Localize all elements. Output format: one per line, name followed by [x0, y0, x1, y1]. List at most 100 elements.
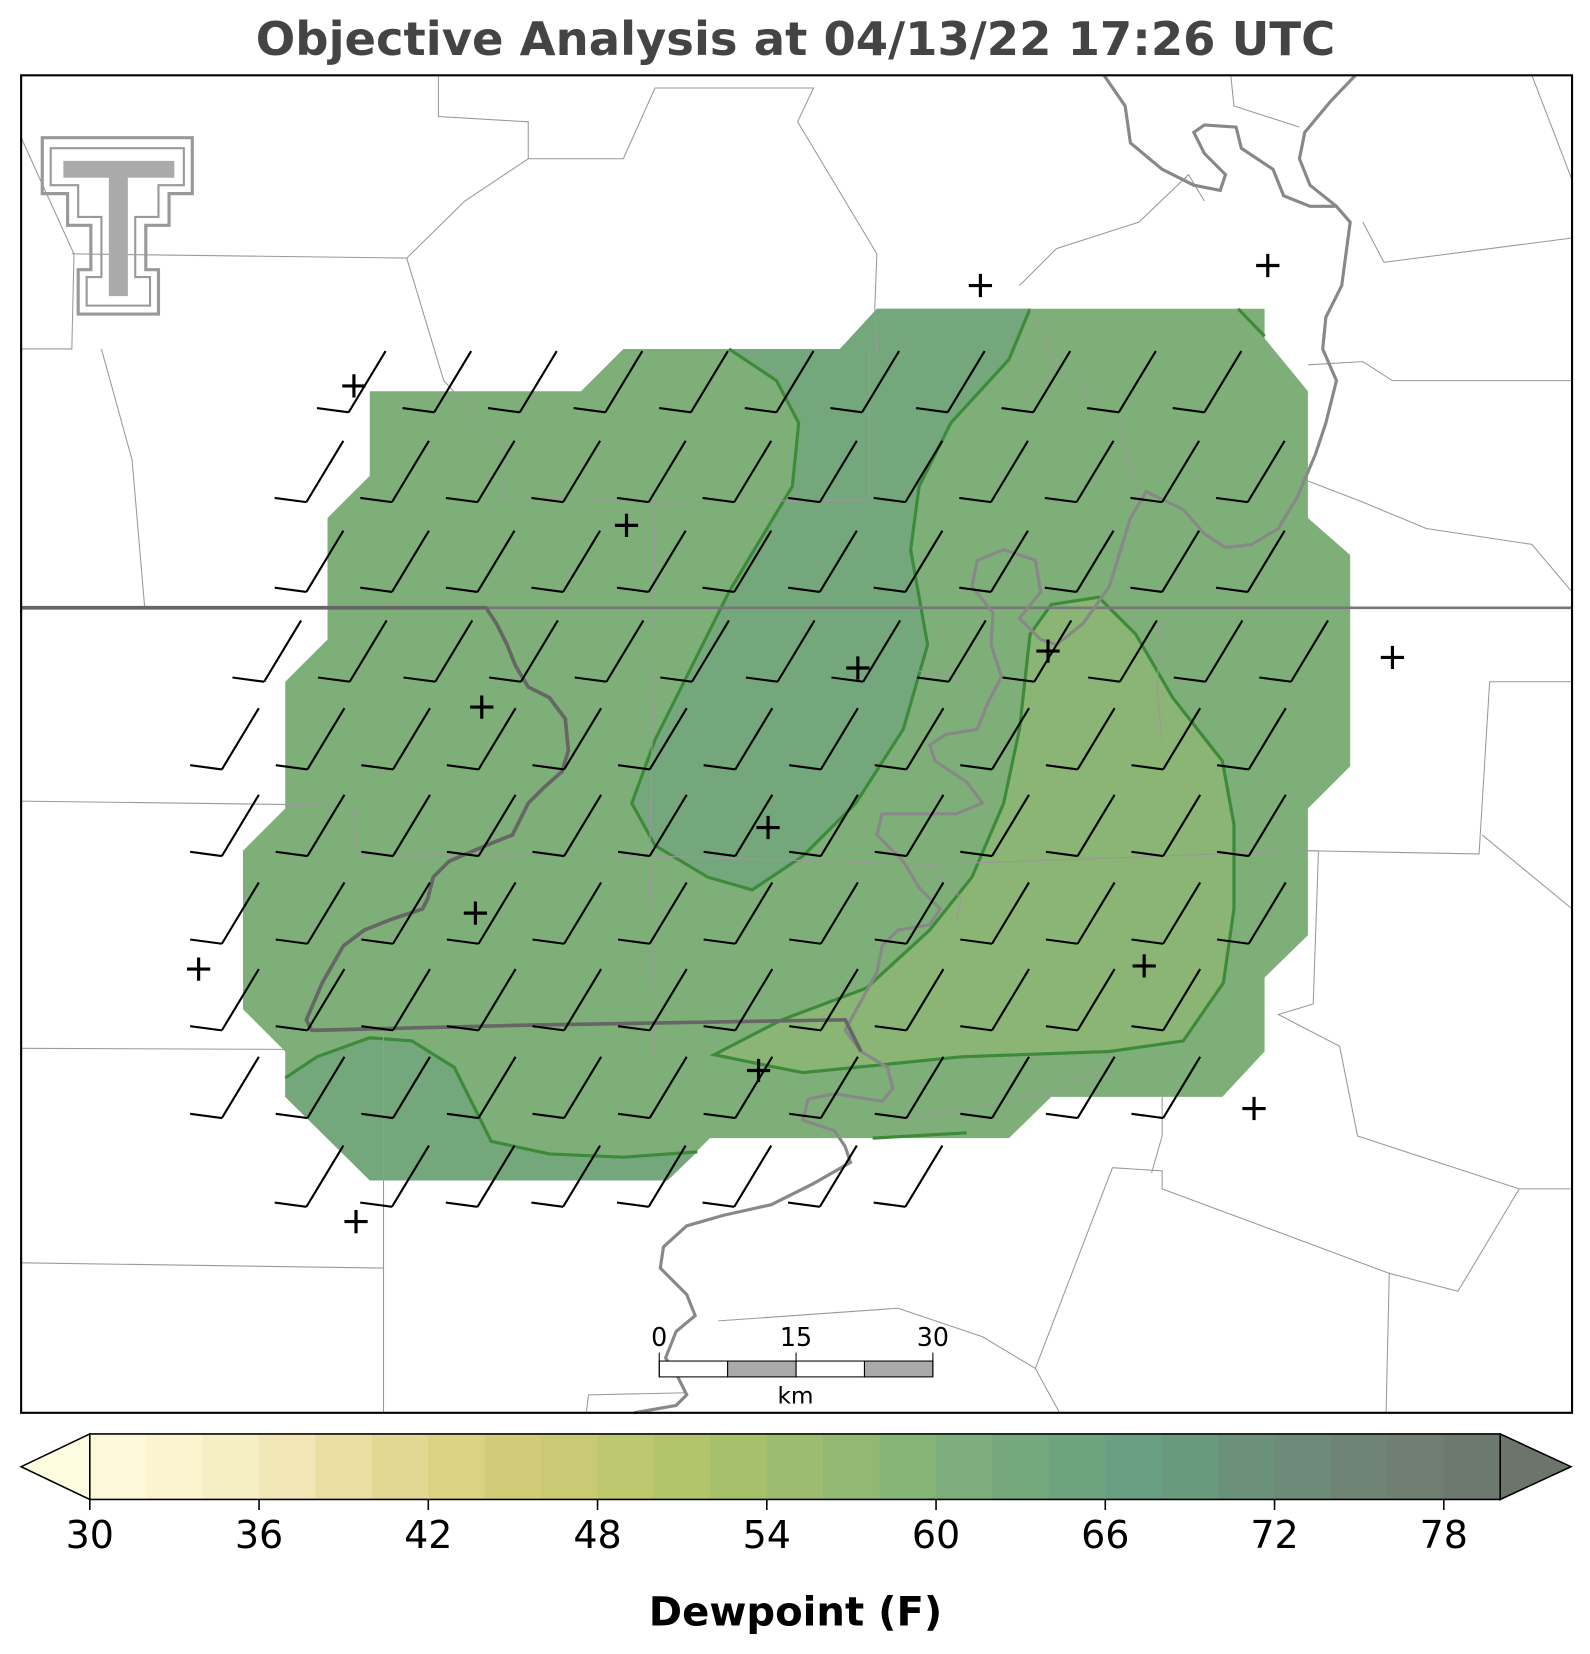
- wind-barb: [446, 794, 517, 858]
- wind-barb: [573, 350, 644, 414]
- wind-barb: [531, 440, 601, 504]
- colorbar-bin: [428, 1433, 486, 1500]
- colorbar-tick-label: 36: [235, 1513, 283, 1557]
- wind-barb: [190, 1056, 260, 1120]
- wind-barb: [1045, 1056, 1116, 1120]
- wind-barb: [703, 794, 774, 858]
- colorbar-bin: [1387, 1433, 1445, 1500]
- wind-barb: [1216, 881, 1287, 945]
- wind-barb: [532, 1056, 603, 1120]
- wind-barb: [317, 619, 388, 683]
- wind-barb: [274, 1144, 345, 1208]
- wind-barb: [316, 350, 387, 414]
- wind-barb: [446, 968, 517, 1032]
- wind-barb: [789, 881, 859, 945]
- wind-barb: [532, 707, 603, 771]
- wind-barb: [361, 794, 431, 858]
- colorbar-bin: [823, 1433, 881, 1500]
- wind-barb: [1001, 350, 1072, 414]
- colorbar-bin: [1218, 1433, 1276, 1500]
- scale-segment: [727, 1360, 797, 1378]
- wind-barb: [616, 440, 687, 504]
- dewpoint-fill-high: [285, 1037, 698, 1181]
- wind-barb: [874, 707, 945, 771]
- title: Objective Analysis at 04/13/22 17:26 UTC: [256, 12, 1335, 66]
- wind-barb: [787, 1144, 858, 1208]
- scale-bar: km 0 15 30: [651, 1322, 949, 1410]
- colorbar-bin: [766, 1433, 824, 1500]
- wind-barb: [1086, 350, 1157, 414]
- colorbar-under: [19, 1432, 91, 1501]
- colorbar-bin: [992, 1433, 1050, 1500]
- wind-barb: [960, 707, 1030, 771]
- colorbar-over: [1499, 1432, 1573, 1501]
- wind-barb: [873, 440, 944, 504]
- wind-barb: [275, 794, 346, 858]
- wind-barb: [959, 530, 1029, 593]
- colorbar-tick-label: 30: [66, 1513, 114, 1557]
- wind-barb: [532, 968, 603, 1032]
- wind-barb: [617, 1056, 688, 1120]
- wind-barb: [361, 707, 431, 771]
- wind-barb: [275, 968, 346, 1032]
- wind-barb: [660, 619, 730, 683]
- wind-barb: [532, 881, 603, 945]
- wind-barb: [445, 440, 516, 504]
- colorbar-bin: [1443, 1433, 1501, 1500]
- wind-barb: [703, 968, 774, 1032]
- station: [1256, 253, 1280, 278]
- wind-barb: [446, 707, 517, 771]
- wind-barb: [1172, 350, 1243, 414]
- wind-barb: [360, 1144, 430, 1208]
- wind-barb: [487, 350, 558, 414]
- wind-barb: [446, 881, 517, 945]
- wind-barb: [1044, 440, 1115, 504]
- dewpoint-fill-low: [714, 597, 1234, 1073]
- wind-barb: [789, 794, 859, 858]
- colorbar-tick-label: 72: [1250, 1513, 1298, 1557]
- wind-barb: [960, 794, 1030, 858]
- colorbar-bin: [371, 1433, 429, 1500]
- wind-barb: [617, 794, 688, 858]
- wind-barb: [274, 440, 345, 504]
- wind-barb: [744, 350, 815, 414]
- wind-barb: [361, 1056, 431, 1120]
- stations: [186, 253, 1405, 1234]
- colorbar-bin: [484, 1433, 542, 1500]
- wind-barb: [1131, 881, 1202, 945]
- wind-barb: [489, 619, 559, 683]
- wind-barb: [960, 881, 1030, 945]
- wind-barb: [1173, 619, 1244, 683]
- colorbar-bin: [541, 1433, 599, 1500]
- station: [463, 901, 488, 925]
- wind-barb: [874, 1056, 945, 1120]
- wind-barb: [745, 619, 816, 683]
- station: [1036, 639, 1060, 663]
- logo: [40, 136, 194, 316]
- wind-barb: [1216, 794, 1287, 858]
- wind-barb: [873, 1144, 944, 1208]
- colorbar-bin: [879, 1433, 937, 1500]
- station: [1380, 645, 1405, 670]
- station: [470, 695, 494, 719]
- wind-barb: [960, 1056, 1030, 1120]
- colorbar-tick-label: 42: [404, 1513, 452, 1557]
- station: [342, 374, 366, 398]
- wind-barb: [1045, 881, 1116, 945]
- wind-barb: [916, 619, 987, 683]
- station: [746, 1058, 771, 1083]
- station: [186, 957, 211, 981]
- wind-barb: [274, 530, 345, 593]
- wind-barb: [703, 707, 774, 771]
- wind-barb: [1045, 968, 1116, 1032]
- wind-barb: [789, 968, 859, 1032]
- colorbar-tick-label: 48: [573, 1513, 621, 1557]
- wind-barb: [702, 1144, 773, 1208]
- wind-barb: [275, 1056, 346, 1120]
- wind-barb: [830, 350, 900, 414]
- station: [968, 273, 993, 298]
- wind-barb: [1216, 707, 1287, 771]
- wind-barb: [960, 968, 1030, 1032]
- colorbar-bin: [653, 1433, 711, 1500]
- wind-barb: [874, 794, 945, 858]
